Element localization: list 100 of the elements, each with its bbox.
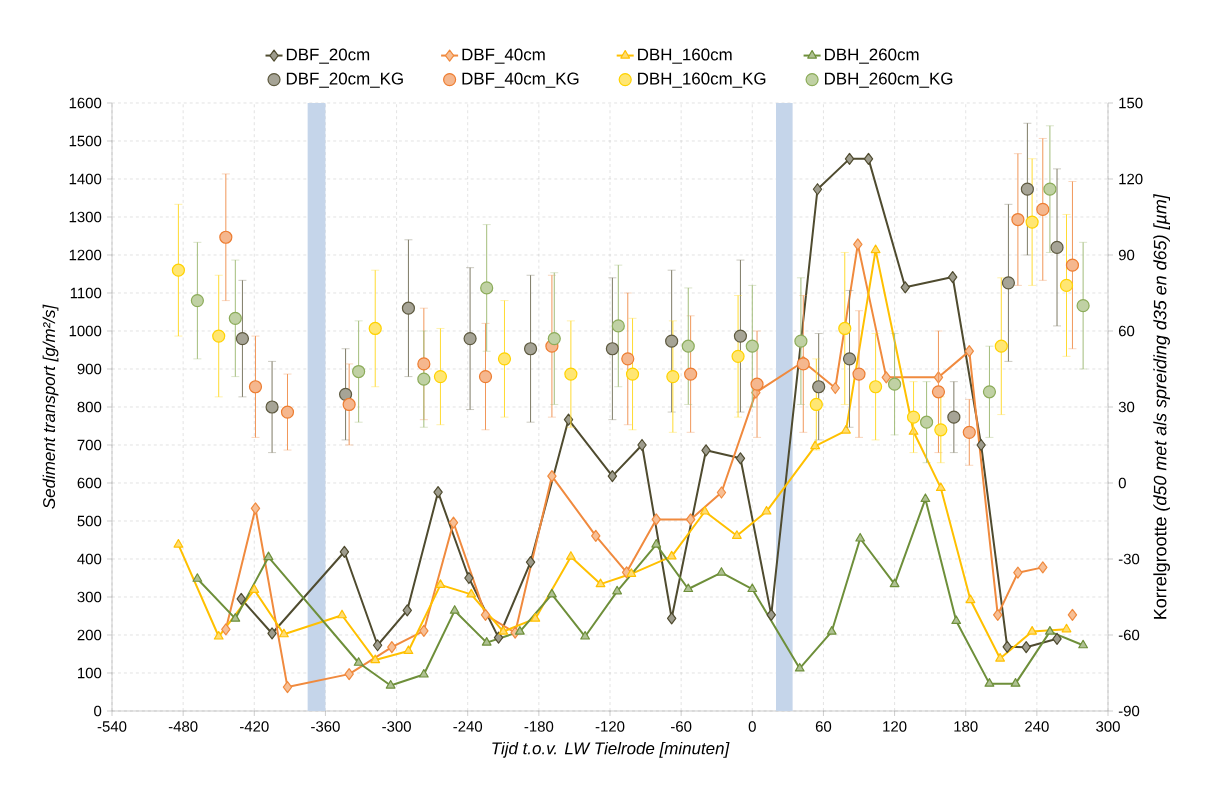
point <box>761 505 772 515</box>
point <box>493 631 504 644</box>
point <box>339 545 350 558</box>
point <box>173 538 184 548</box>
point <box>838 321 852 336</box>
legend-label: DBH_260cm <box>824 48 919 64</box>
x-tick-label: 180 <box>954 721 978 732</box>
point <box>863 152 874 165</box>
point <box>685 513 696 526</box>
point <box>402 604 412 617</box>
y2-axis-title: Korrelgrootte (d50 met als spreiding d35 en d65) [µm] <box>1153 193 1170 619</box>
point <box>666 612 677 625</box>
point <box>433 486 443 499</box>
point <box>497 352 512 366</box>
point <box>403 645 414 655</box>
y2-tick-label: -60 <box>1118 629 1140 641</box>
point <box>750 377 764 391</box>
x-tick-label: -60 <box>671 721 692 732</box>
point <box>852 367 866 381</box>
y-tick-label: 700 <box>77 439 102 451</box>
point <box>263 551 274 561</box>
point <box>1076 299 1090 313</box>
point <box>964 345 974 358</box>
y-tick-label: 600 <box>77 477 102 489</box>
point <box>830 381 841 395</box>
point <box>745 339 759 353</box>
point <box>951 615 962 625</box>
point <box>353 657 364 666</box>
point <box>965 594 976 604</box>
point <box>530 613 541 622</box>
y2-tick-label: -90 <box>1118 705 1140 717</box>
point <box>435 579 446 588</box>
point <box>1010 678 1021 687</box>
point <box>368 321 382 336</box>
point <box>1020 182 1034 196</box>
legend-label: DBF_20cm <box>286 48 370 64</box>
point <box>887 377 902 391</box>
x-tick-label: 0 <box>748 721 756 732</box>
point <box>547 331 561 346</box>
y2-tick-label: -30 <box>1118 553 1140 565</box>
point <box>466 588 477 598</box>
point <box>1011 212 1025 227</box>
point <box>900 281 910 294</box>
point <box>370 654 381 664</box>
point <box>448 516 459 529</box>
y-tick-label: 1200 <box>69 249 102 261</box>
point <box>733 329 748 343</box>
point <box>716 486 727 499</box>
point <box>235 331 250 346</box>
y-tick-label: 1400 <box>69 173 102 185</box>
point <box>625 367 640 381</box>
point <box>607 470 618 483</box>
point <box>701 444 711 457</box>
point <box>716 567 727 576</box>
point <box>418 668 429 678</box>
point <box>387 641 397 654</box>
point <box>1025 215 1039 229</box>
x-tick-label: 300 <box>1096 721 1120 732</box>
point <box>906 410 921 424</box>
point <box>481 637 492 646</box>
point <box>995 652 1006 662</box>
point <box>794 662 805 672</box>
point <box>812 380 826 394</box>
point <box>889 578 900 588</box>
point <box>523 342 538 356</box>
point <box>684 367 698 381</box>
y-tick-label: 1600 <box>69 97 102 109</box>
y-tick-label: 500 <box>77 515 102 527</box>
y-tick-label: 1300 <box>69 211 102 223</box>
point <box>213 630 224 640</box>
point <box>230 613 241 622</box>
point <box>337 609 347 619</box>
y2-tick-label: 60 <box>1118 325 1135 337</box>
point <box>480 608 491 621</box>
point <box>809 397 823 412</box>
point <box>546 588 557 598</box>
point <box>731 530 742 539</box>
point <box>870 244 881 254</box>
point <box>931 385 946 399</box>
x-tick-label: 60 <box>815 721 832 732</box>
x-tick-label: -300 <box>382 721 411 732</box>
point <box>976 438 986 452</box>
point <box>236 592 246 605</box>
point <box>1002 640 1012 653</box>
y-tick-label: 300 <box>77 591 102 603</box>
legend-label: DBF_40cm_KG <box>462 72 579 88</box>
point <box>982 385 997 399</box>
point <box>651 513 661 526</box>
x-tick-label: -540 <box>97 721 127 732</box>
point <box>279 628 289 638</box>
point <box>352 364 366 379</box>
point <box>514 625 525 635</box>
point <box>464 571 474 585</box>
point <box>1043 182 1057 196</box>
x-tick-label: -240 <box>453 721 483 732</box>
point <box>342 397 356 412</box>
legend-label: DBH_160cm_KG <box>638 72 766 88</box>
point <box>1036 202 1050 216</box>
point <box>401 301 416 315</box>
point <box>881 371 891 384</box>
